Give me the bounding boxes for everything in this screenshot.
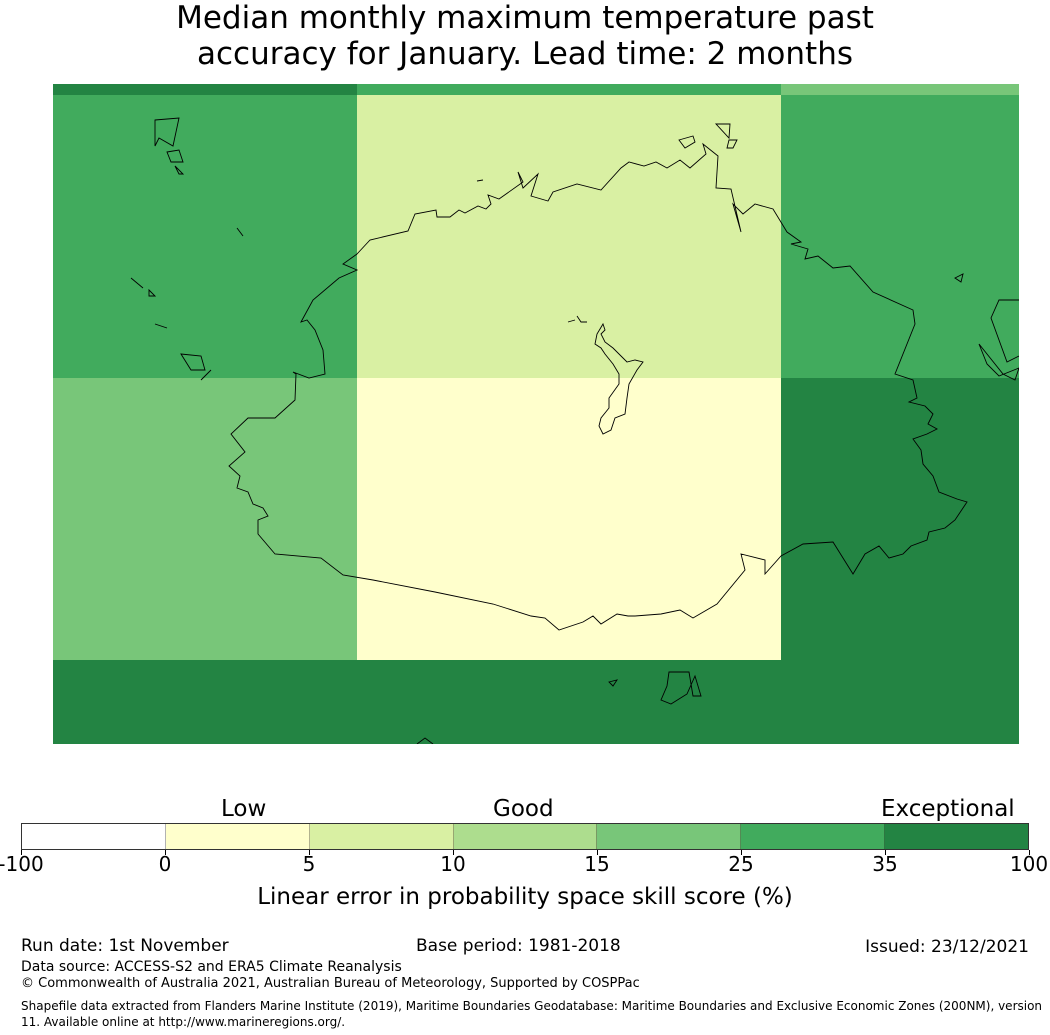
- grid-cell: [781, 378, 1019, 660]
- grid-cell: [781, 660, 1019, 744]
- colorbar-segment: [741, 824, 886, 849]
- colorbar-segment: [165, 824, 310, 849]
- colorbar-segment: [885, 824, 1029, 849]
- colorbar-tick-mark: [453, 850, 454, 855]
- chart-title: Median monthly maximum temperature past …: [0, 0, 1050, 72]
- grid-cell: [53, 84, 357, 95]
- issued-date: Issued: 23/12/2021: [865, 937, 1029, 957]
- run-date: Run date: 1st November: [21, 936, 229, 956]
- shapefile-credit-1: Shapefile data extracted from Flanders M…: [21, 999, 1043, 1013]
- colorbar-tick-label: 0: [158, 852, 172, 876]
- base-period: Base period: 1981-2018: [416, 936, 621, 956]
- colorbar-category-low: Low: [221, 796, 267, 822]
- grid-cell: [53, 95, 357, 378]
- colorbar-segment: [22, 824, 166, 849]
- grid-cell: [53, 660, 357, 744]
- copyright: © Commonwealth of Australia 2021, Austra…: [21, 976, 640, 991]
- colorbar-tick-label: 5: [302, 852, 316, 876]
- shapefile-credit-2: 11. Available online at http://www.marin…: [21, 1015, 346, 1029]
- colorbar-tick-mark: [165, 850, 166, 855]
- grid-cell: [357, 378, 781, 660]
- grid-cell: [53, 378, 357, 660]
- colorbar-tick-label: 10: [440, 852, 466, 876]
- title-line-2: accuracy for January. Lead time: 2 month…: [196, 36, 853, 72]
- colorbar-tick-mark: [885, 850, 886, 855]
- colorbar: [21, 823, 1029, 850]
- colorbar-label: Linear error in probability space skill …: [257, 884, 793, 910]
- grid-cell: [781, 84, 1019, 95]
- data-source: Data source: ACCESS-S2 and ERA5 Climate …: [21, 959, 402, 975]
- colorbar-tick-mark: [309, 850, 310, 855]
- colorbar-tick-label: 100: [1009, 852, 1049, 876]
- colorbar-tick-label: 35: [872, 852, 898, 876]
- grid-cell: [781, 95, 1019, 378]
- colorbar-tick-mark: [597, 850, 598, 855]
- colorbar-segment: [597, 824, 742, 849]
- map: [53, 84, 1019, 744]
- eez-boundary: [130, 117, 1019, 744]
- grid-cell: [357, 84, 781, 95]
- grid-cell: [357, 95, 781, 378]
- colorbar-category-exceptional: Exceptional: [881, 796, 1015, 822]
- grid-cell: [357, 660, 781, 744]
- colorbar-tick-mark: [21, 850, 22, 855]
- colorbar-tick-mark: [1029, 850, 1030, 855]
- colorbar-tick-mark: [741, 850, 742, 855]
- colorbar-segment: [309, 824, 454, 849]
- colorbar-segment: [453, 824, 598, 849]
- title-line-1: Median monthly maximum temperature past: [176, 0, 874, 36]
- colorbar-tick-label: -100: [0, 852, 44, 876]
- colorbar-tick-label: 25: [728, 852, 754, 876]
- colorbar-category-good: Good: [493, 796, 554, 822]
- colorbar-tick-label: 15: [584, 852, 610, 876]
